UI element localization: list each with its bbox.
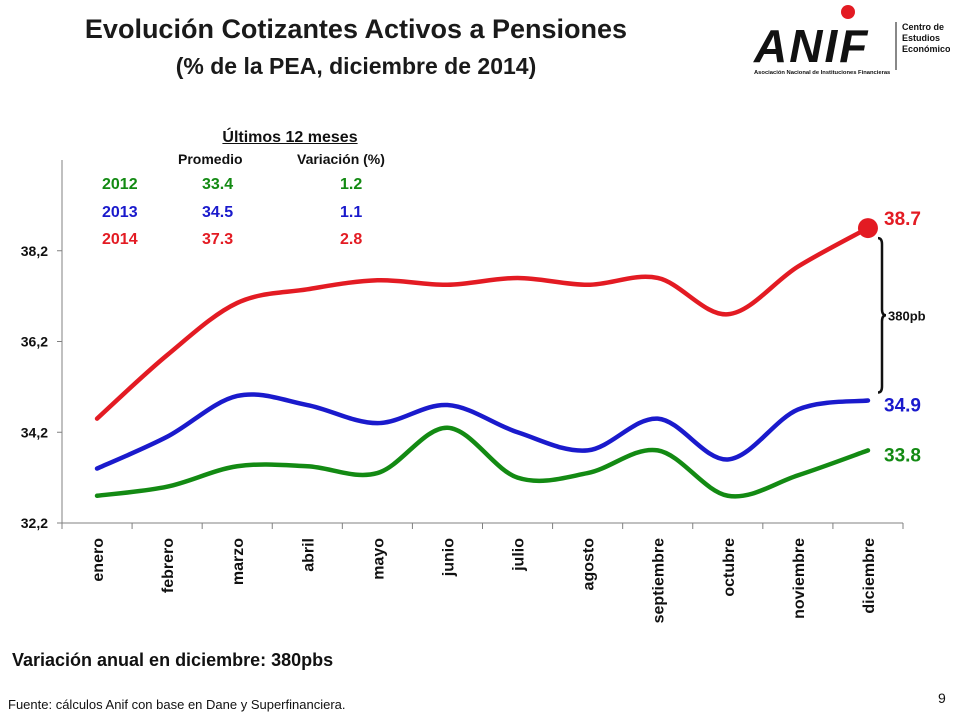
page-title: Evolución Cotizantes Activos a Pensiones: [84, 14, 628, 44]
end-label-2013: 34.9: [884, 395, 921, 416]
x-tick-label: junio: [440, 538, 457, 577]
highlight-point-2014: [857, 218, 878, 239]
summary-avg: 37.3: [202, 231, 234, 248]
series-line-2013: [94, 392, 871, 471]
page-subtitle: (% de la PEA, diciembre de 2014): [175, 53, 537, 79]
summary-row-2013: 2013 34.5 1.1: [0, 204, 420, 226]
page-number: 9: [938, 690, 946, 706]
summary-var: 1.2: [340, 176, 363, 193]
summary-year: 2014: [102, 231, 138, 248]
logo-side-line-2: Estudios: [902, 33, 940, 43]
x-tick-label: febrero: [160, 538, 177, 593]
difference-bracket: [877, 236, 887, 394]
summary-row-2014: 2014 37.3 2.8: [0, 231, 420, 253]
end-label-2014: 38.7: [884, 209, 921, 230]
summary-year: 2012: [102, 176, 138, 193]
logo-caption: Asociación Nacional de Instituciones Fin…: [754, 70, 890, 76]
y-tick-label: 34,2: [21, 424, 48, 440]
footer-note: Variación anual en diciembre: 380pbs: [12, 650, 334, 670]
summary-col-avg: Promedio: [178, 151, 243, 167]
x-tick-label: julio: [511, 538, 528, 572]
x-tick-label: agosto: [581, 538, 598, 591]
logo-side-line-3: Económicos: [902, 44, 950, 54]
summary-col-var: Variación (%): [297, 151, 385, 167]
series-line-2014: [94, 225, 871, 421]
logo-accent-dot: [841, 5, 855, 19]
x-tick-label: abril: [300, 538, 317, 572]
x-tick-label: septiembre: [651, 538, 668, 623]
logo-side-line-1: Centro de: [902, 22, 944, 32]
anif-logo: ANIF Asociación Nacional de Institucione…: [753, 5, 950, 76]
source-note: Fuente: cálculos Anif con base en Dane y…: [8, 697, 346, 712]
logo-wordmark: ANIF: [753, 20, 869, 72]
x-tick-label: octubre: [721, 538, 738, 597]
x-tick-label: marzo: [230, 538, 247, 585]
y-tick-label: 38,2: [21, 243, 48, 259]
summary-var: 2.8: [340, 231, 363, 248]
series-line-2012: [94, 425, 871, 499]
x-tick-label: diciembre: [861, 538, 878, 614]
summary-avg: 34.5: [202, 204, 234, 221]
summary-var: 1.1: [340, 204, 363, 221]
summary-year: 2013: [102, 204, 138, 221]
y-tick-label: 36,2: [21, 334, 48, 350]
x-tick-label: mayo: [370, 538, 387, 580]
summary-title: Últimos 12 meses: [222, 129, 358, 146]
difference-annotation: 380pb: [888, 308, 926, 323]
summary-row-2012: 2012 33.4 1.2: [0, 176, 420, 198]
x-tick-label: enero: [90, 538, 107, 582]
x-tick-label: noviembre: [791, 538, 808, 619]
end-label-2012: 33.8: [884, 445, 921, 466]
y-tick-label: 32,2: [21, 515, 48, 531]
summary-avg: 33.4: [202, 176, 234, 193]
